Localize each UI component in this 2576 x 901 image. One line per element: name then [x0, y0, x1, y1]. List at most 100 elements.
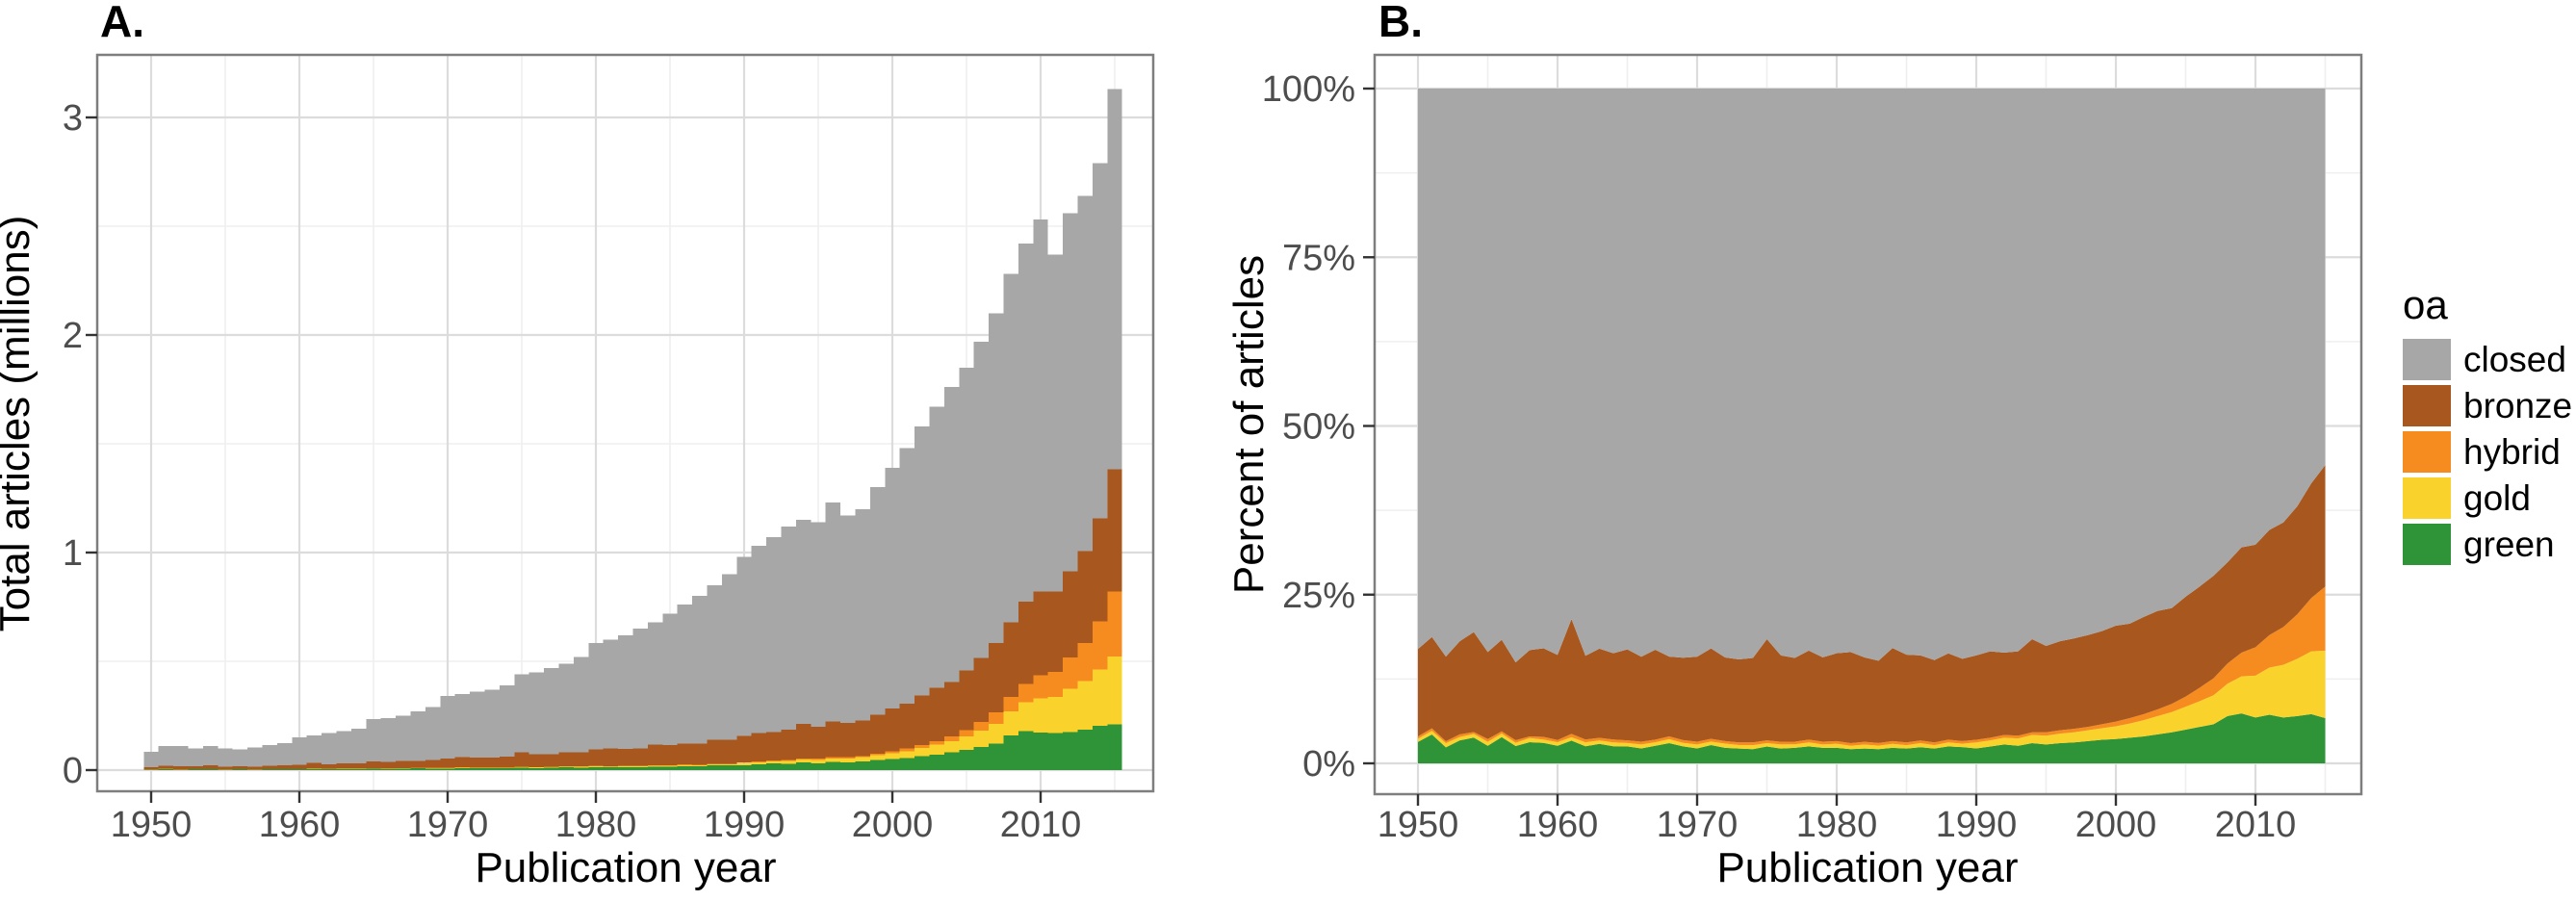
bar-2001-closed: [899, 448, 915, 704]
legend-swatch-bronze: [2403, 385, 2451, 426]
bar-2009-closed: [1018, 244, 1034, 602]
legend-item-label: bronze: [2463, 385, 2573, 425]
y-tick-label: 3: [63, 98, 83, 139]
bar-1973-bronze: [484, 758, 500, 768]
bar-1972-closed: [470, 691, 485, 759]
bar-2006-green: [973, 746, 990, 770]
bar-1989-gold: [721, 764, 737, 766]
bar-1958-green: [262, 769, 277, 770]
bar-1990-closed: [736, 556, 752, 736]
bar-1991-gold: [751, 762, 767, 765]
bar-2010-green: [1033, 733, 1048, 770]
bar-1965-closed: [366, 718, 381, 762]
area-closed: [1418, 89, 2326, 663]
legend-swatch-gold: [2403, 477, 2451, 519]
bar-2000-closed: [885, 467, 900, 708]
bar-1997-green: [840, 761, 856, 770]
bar-1998-hybrid: [855, 756, 870, 758]
bar-1955-bronze: [218, 766, 233, 770]
x-tick-label: 1950: [1378, 805, 1459, 845]
bar-1974-gold: [499, 767, 515, 769]
bar-1963-closed: [336, 731, 351, 764]
y-tick-label: 25%: [1282, 576, 1355, 616]
bar-1967-bronze: [396, 760, 411, 769]
y-tick-label: 75%: [1282, 238, 1355, 278]
bar-1980-green: [588, 766, 604, 770]
bar-1950-green: [143, 769, 159, 770]
bar-1951-closed: [158, 746, 174, 766]
bar-2002-green: [914, 756, 930, 770]
bar-1993-gold: [781, 760, 796, 764]
bar-1982-gold: [618, 766, 633, 767]
panel-a-y-axis-title: Total articles (millions): [0, 216, 39, 632]
bar-2014-green: [1092, 725, 1108, 770]
area-gold: [1418, 650, 2326, 750]
bar-1976-green: [528, 767, 545, 770]
bar-1958-closed: [262, 745, 277, 766]
bar-1954-closed: [202, 746, 219, 766]
x-tick-label: 1960: [1517, 805, 1599, 845]
bar-2012-closed: [1063, 213, 1078, 572]
panel-b-axes: 1950 1960 1970 1980 1990 2000 2010 0% 25% 50% 75% 1…: [1262, 69, 2296, 845]
bar-1956-closed: [232, 749, 248, 767]
panel-a-axes: 1950 1960 1970 1980 1990 2000 2010 0 1 2 3: [63, 98, 1081, 845]
bar-2011-gold: [1047, 696, 1064, 734]
bar-1984-hybrid: [647, 764, 663, 766]
bar-1996-hybrid: [825, 757, 841, 759]
bar-2007-gold: [989, 724, 1004, 744]
bar-2007-bronze: [989, 643, 1004, 713]
bar-2013-closed: [1077, 195, 1093, 552]
bar-2008-hybrid: [1003, 696, 1018, 712]
bar-2012-bronze: [1063, 571, 1078, 658]
bar-1953-closed: [188, 748, 203, 766]
bar-1990-green: [736, 765, 752, 770]
bar-1955-closed: [218, 748, 233, 767]
bar-2015-green: [1107, 724, 1122, 770]
bar-1992-closed: [766, 537, 782, 733]
bar-1996-closed: [825, 502, 841, 722]
legend-item-label: green: [2463, 524, 2555, 564]
bar-1997-hybrid: [840, 757, 856, 759]
bar-1970-closed: [440, 696, 455, 759]
bar-2015-gold: [1107, 656, 1122, 725]
bar-1986-bronze: [677, 743, 693, 765]
legend-item-label: hybrid: [2463, 431, 2561, 472]
bar-1999-bronze: [869, 714, 886, 754]
x-tick-label: 2010: [2215, 805, 2297, 845]
bar-1979-green: [573, 767, 589, 770]
legend-rows: closed bronze hybrid gold green: [2403, 339, 2572, 565]
bar-1980-closed: [588, 642, 604, 750]
bar-1994-closed: [795, 520, 811, 725]
bar-1991-green: [751, 764, 767, 770]
bar-1983-green: [632, 766, 648, 770]
legend-item-gold: gold: [2403, 477, 2572, 519]
bar-1971-green: [454, 767, 471, 770]
bar-1967-closed: [396, 715, 411, 761]
bar-2014-closed: [1092, 163, 1108, 519]
bar-1951-green: [158, 768, 174, 770]
bar-1987-gold: [692, 765, 708, 767]
bar-2011-bronze: [1047, 591, 1064, 673]
bar-1980-hybrid: [588, 765, 604, 767]
bar-1986-gold: [677, 764, 693, 766]
bar-2011-hybrid: [1047, 672, 1064, 697]
bar-2001-hybrid: [899, 748, 915, 752]
legend-item-bronze: bronze: [2403, 385, 2572, 426]
bar-1995-closed: [811, 522, 826, 728]
bar-1975-gold: [514, 767, 529, 768]
bar-1992-bronze: [766, 732, 782, 760]
bar-1973-closed: [484, 689, 500, 759]
bar-2014-hybrid: [1092, 621, 1108, 670]
bar-1993-green: [781, 763, 796, 770]
bar-1964-bronze: [350, 762, 367, 769]
bar-2010-closed: [1033, 219, 1048, 592]
bar-1987-closed: [692, 596, 708, 744]
bar-1970-bronze: [440, 758, 455, 768]
bar-2015-bronze: [1107, 469, 1122, 592]
bar-1959-bronze: [276, 765, 293, 769]
bar-1982-green: [618, 766, 633, 770]
bar-1968-closed: [410, 710, 425, 761]
bar-1999-gold: [869, 755, 886, 760]
bar-1956-bronze: [232, 766, 248, 769]
panel-b-x-axis-title: Publication year: [1716, 844, 2018, 891]
